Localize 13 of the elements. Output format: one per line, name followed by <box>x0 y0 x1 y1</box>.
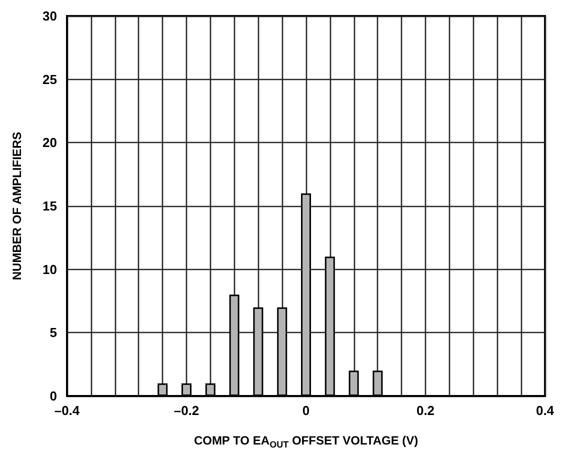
y-tick-label: 20 <box>42 135 57 150</box>
y-tick-label: 10 <box>42 262 57 277</box>
x-tick-label: –0.4 <box>54 403 80 418</box>
y-tick-label: 5 <box>50 325 57 340</box>
x-tick-label: 0.2 <box>416 403 435 418</box>
x-tick-label: –0.2 <box>174 403 200 418</box>
y-tick-label: 15 <box>42 198 57 214</box>
x-tick-label: 0.4 <box>536 403 555 418</box>
x-tick-label: 0 <box>302 403 310 418</box>
y-axis-title: NUMBER OF AMPLIFIERS <box>10 132 24 280</box>
y-tick-label: 0 <box>50 388 57 404</box>
y-tick-label: 25 <box>42 72 57 87</box>
y-tick-label: 30 <box>42 8 57 24</box>
